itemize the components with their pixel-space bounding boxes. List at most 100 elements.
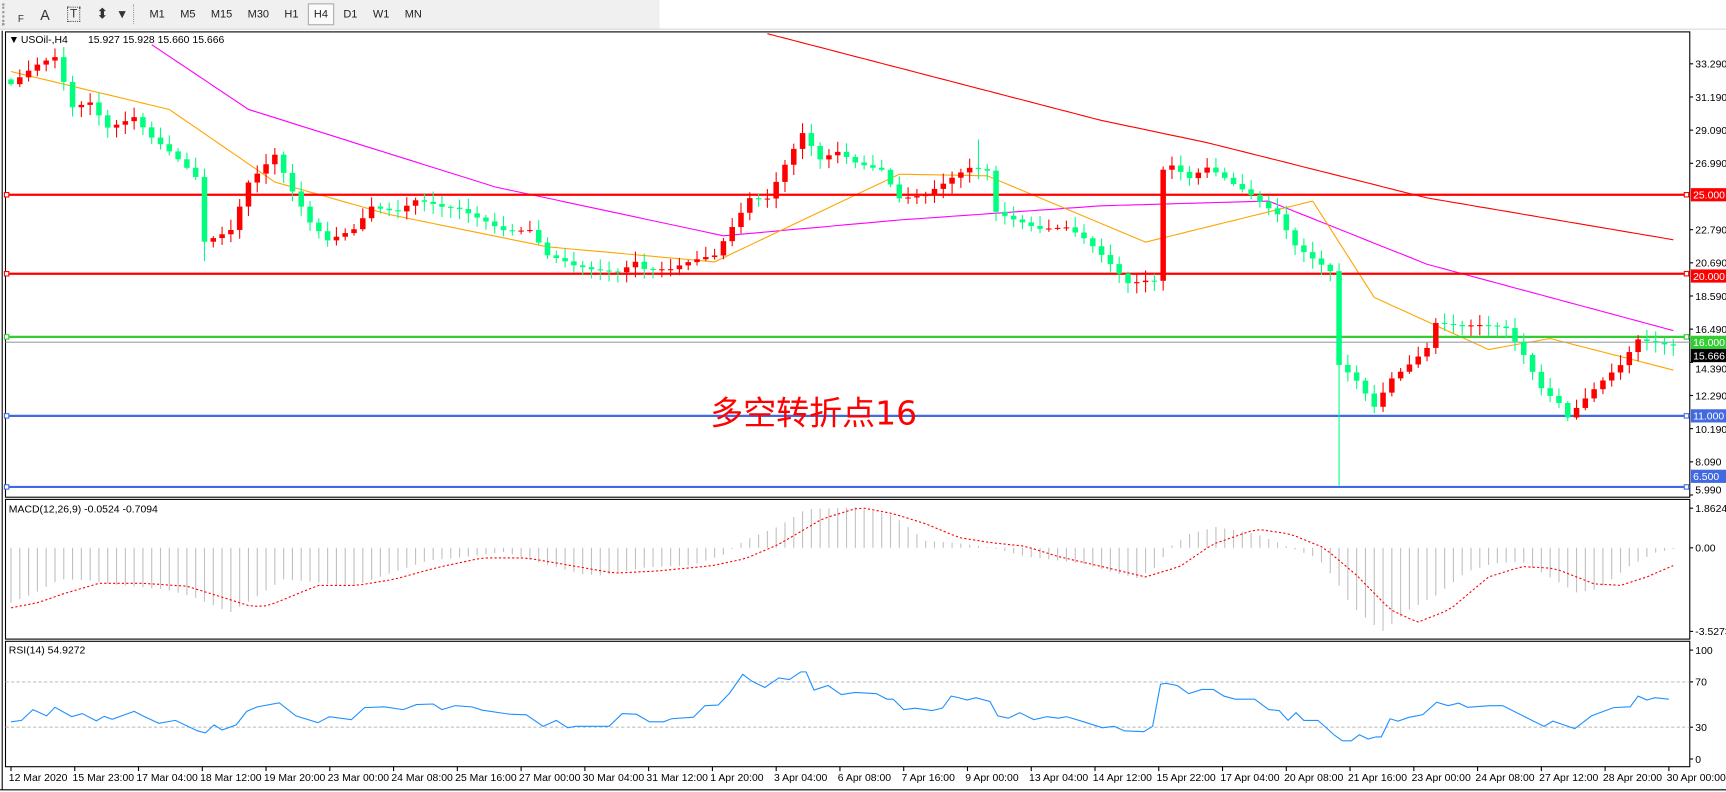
candle-body bbox=[861, 162, 867, 166]
candle-body bbox=[931, 188, 938, 195]
toolbar-separator bbox=[133, 4, 136, 25]
candle-body bbox=[1362, 380, 1369, 394]
chart-annotation-text[interactable]: 多空转折点16 bbox=[710, 394, 917, 433]
candle-body bbox=[307, 206, 313, 223]
candle-body bbox=[1116, 264, 1122, 274]
timeframe-d1-button[interactable]: D1 bbox=[343, 8, 358, 21]
candle-body bbox=[289, 172, 296, 192]
candle-body bbox=[905, 197, 911, 199]
arrows-tool-icon[interactable]: ⬍ bbox=[90, 3, 114, 25]
level-anchor-handle[interactable] bbox=[3, 413, 10, 419]
candle-body bbox=[298, 191, 304, 207]
candle-body bbox=[421, 200, 428, 202]
candle-body bbox=[87, 102, 93, 105]
candle-body bbox=[676, 265, 683, 270]
candle-body bbox=[615, 271, 621, 273]
candle-body bbox=[1002, 211, 1008, 216]
time-axis-label: 17 Mar 04:00 bbox=[136, 773, 198, 784]
text-tool-label: A bbox=[40, 6, 50, 23]
main-pane bbox=[4, 31, 1691, 498]
level-anchor-handle[interactable] bbox=[1683, 484, 1690, 490]
candle-body bbox=[509, 230, 516, 232]
time-axis-label: 28 Apr 20:00 bbox=[1603, 773, 1662, 784]
candle-body bbox=[1309, 252, 1316, 259]
candle-body bbox=[1221, 172, 1228, 178]
time-axis-label: 19 Mar 20:00 bbox=[264, 773, 326, 784]
level-anchor-handle[interactable] bbox=[3, 191, 10, 198]
candle-body bbox=[61, 57, 67, 82]
timeframe-h1-button[interactable]: H1 bbox=[284, 8, 299, 21]
level-anchor-handle[interactable] bbox=[3, 270, 10, 277]
timeframe-m15-button[interactable]: M15 bbox=[210, 8, 233, 21]
candle-body bbox=[1336, 271, 1342, 365]
level-price-label: 11.000 bbox=[1693, 412, 1724, 423]
candle-body bbox=[1459, 324, 1465, 327]
level-anchor-handle[interactable] bbox=[3, 334, 10, 340]
candle-body bbox=[1397, 371, 1404, 379]
candle-body bbox=[1195, 172, 1202, 179]
chevron-down-icon[interactable]: ▾ bbox=[117, 3, 128, 25]
current-price-badge bbox=[1690, 348, 1726, 363]
candle-body bbox=[140, 117, 146, 128]
candle-body bbox=[456, 207, 463, 210]
level-anchor-handle[interactable] bbox=[1683, 270, 1690, 277]
candle-body bbox=[1485, 325, 1492, 327]
price-axis-label: 33.290 bbox=[1695, 60, 1726, 71]
candle-body bbox=[263, 164, 269, 174]
candle-body bbox=[280, 154, 287, 173]
candle-body bbox=[272, 154, 278, 165]
candle-body bbox=[887, 169, 894, 185]
timeframe-m30-button[interactable]: M30 bbox=[247, 8, 270, 21]
time-axis-label: 15 Apr 22:00 bbox=[1157, 773, 1216, 784]
candle-body bbox=[166, 144, 173, 152]
candle-body bbox=[395, 210, 401, 212]
candle-body bbox=[1380, 392, 1386, 407]
candle-body bbox=[914, 196, 920, 198]
timeframe-m1-button[interactable]: M1 bbox=[149, 8, 165, 21]
candle-body bbox=[544, 242, 551, 256]
candle-body bbox=[448, 206, 454, 208]
timeframe-m5-button[interactable]: M5 bbox=[180, 8, 196, 21]
collapse-triangle-icon[interactable]: ▼ bbox=[9, 35, 19, 46]
price-axis-label: 18.590 bbox=[1695, 292, 1726, 303]
candle-body bbox=[483, 217, 489, 222]
price-axis-label: 14.390 bbox=[1695, 365, 1726, 376]
text-label-icon[interactable]: T bbox=[62, 3, 86, 25]
candle-body bbox=[641, 261, 647, 269]
level-anchor-handle[interactable] bbox=[1683, 334, 1690, 340]
text-icon[interactable]: A bbox=[33, 3, 57, 25]
macd-axis-label: 1.8624 bbox=[1695, 504, 1726, 515]
timeframe-h4-button[interactable]: H4 bbox=[307, 3, 335, 26]
candle-body bbox=[1160, 169, 1166, 281]
candle-body bbox=[1063, 227, 1070, 229]
candle-body bbox=[1494, 325, 1501, 327]
rsi-axis-label: 70 bbox=[1695, 678, 1707, 689]
timeframe-mn-button[interactable]: MN bbox=[404, 8, 422, 21]
candle-body bbox=[1389, 378, 1395, 393]
candle-body bbox=[650, 268, 656, 271]
time-axis-label: 20 Apr 08:00 bbox=[1284, 773, 1343, 784]
level-price-badge bbox=[1690, 409, 1726, 423]
level-anchor-handle[interactable] bbox=[3, 484, 10, 490]
candle-body bbox=[975, 167, 982, 170]
candle-body bbox=[834, 151, 841, 156]
level-anchor-handle[interactable] bbox=[1683, 413, 1690, 419]
candle-body bbox=[1556, 395, 1562, 404]
candle-body bbox=[966, 167, 973, 173]
candle-body bbox=[527, 230, 533, 232]
candle-body bbox=[1098, 246, 1105, 255]
candle-body bbox=[1661, 342, 1668, 345]
candle-body bbox=[184, 159, 190, 168]
candle-body bbox=[799, 133, 806, 149]
level-anchor-handle[interactable] bbox=[1683, 191, 1690, 198]
candle-body bbox=[1406, 364, 1413, 372]
moving-average-mid-line bbox=[151, 44, 1674, 332]
price-axis-label: 26.990 bbox=[1695, 159, 1726, 170]
candle-body bbox=[1169, 165, 1175, 170]
timeframe-w1-button[interactable]: W1 bbox=[372, 8, 390, 21]
time-axis-label: 1 Apr 20:00 bbox=[710, 773, 764, 784]
grid-properties-icon[interactable]: F bbox=[2, 3, 28, 26]
candle-body bbox=[1257, 194, 1263, 202]
candle-body bbox=[535, 230, 542, 243]
